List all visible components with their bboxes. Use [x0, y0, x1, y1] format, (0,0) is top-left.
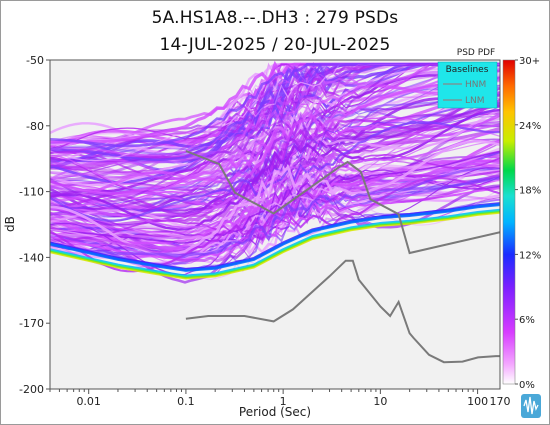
psd-trace [50, 63, 500, 181]
y-tick-label: -170 [19, 317, 44, 330]
colorbar-tick-label: 6% [519, 315, 535, 326]
legend-hnm-label: HNM [465, 80, 486, 90]
y-tick-label: -110 [19, 186, 44, 199]
waveform-logo-icon [521, 394, 541, 418]
psd-mode-band [50, 212, 500, 280]
legend-title: Baselines [446, 65, 489, 75]
psd-trace [50, 139, 500, 256]
psd-mode-band [50, 211, 500, 279]
x-axis-label: Period (Sec) [239, 405, 311, 419]
x-tick-label: 0.1 [177, 395, 195, 408]
psd-trace [50, 120, 500, 233]
colorbar-tick-label: 30+ [519, 56, 540, 67]
psd-trace [50, 176, 500, 257]
psd-trace [50, 169, 500, 251]
psd-density-layer [50, 60, 500, 284]
psd-trace [50, 63, 500, 203]
psd-trace [50, 91, 500, 210]
psd-trace [50, 150, 500, 244]
y-tick-label: -80 [26, 120, 44, 133]
y-tick-label: -200 [19, 383, 44, 396]
colorbar-tick-label: 18% [519, 186, 541, 197]
x-tick-label: 1 [280, 395, 287, 408]
colorbar-tick-label: 0% [519, 380, 535, 391]
colorbar-ticks: 0% 6% 12% 18% 24% 30+ [515, 56, 541, 391]
x-tick-label: 170 [490, 395, 511, 408]
y-axis-label: dB [3, 216, 17, 232]
plot-border [49, 59, 501, 390]
legend-lnm-label: LNM [465, 96, 485, 106]
psd-trace [50, 173, 500, 263]
colorbar-title: PSD PDF [457, 48, 495, 58]
y-tick-label: -50 [26, 54, 44, 67]
y-tick-label: -140 [19, 251, 44, 264]
colorbar [502, 59, 516, 385]
x-tick-label: 0.01 [76, 395, 101, 408]
psd-trace [50, 78, 500, 195]
psd-trace [50, 121, 500, 222]
psd-trace [50, 139, 500, 234]
psd-trace [50, 108, 500, 231]
psd-mode-band [50, 209, 500, 278]
chart-title: 5A.HS1A8.--.DH3 : 279 PSDs [151, 8, 399, 28]
colorbar-tick-label: 12% [519, 250, 541, 261]
psd-trace [50, 106, 500, 209]
hnm-line [185, 150, 500, 255]
psd-trace [50, 124, 500, 227]
x-tick-label: 100 [467, 395, 488, 408]
psd-trace [50, 93, 500, 215]
colorbar-tick-label: 24% [519, 121, 541, 132]
series-layer [185, 150, 500, 364]
y-axis: -50 -80 -110 -140 -170 -200 [19, 54, 50, 396]
x-tick-label: 10 [373, 395, 387, 408]
chart-subtitle: 14-JUL-2025 / 20-JUL-2025 [159, 35, 391, 55]
x-axis: 0.01 0.1 1 10 100 170 [49, 389, 511, 408]
legend: Baselines HNM LNM [437, 61, 498, 109]
psd-mode-band [50, 203, 500, 272]
lnm-line [185, 259, 500, 364]
